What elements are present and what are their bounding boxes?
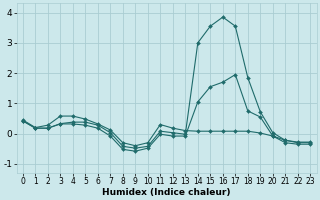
X-axis label: Humidex (Indice chaleur): Humidex (Indice chaleur) (102, 188, 231, 197)
